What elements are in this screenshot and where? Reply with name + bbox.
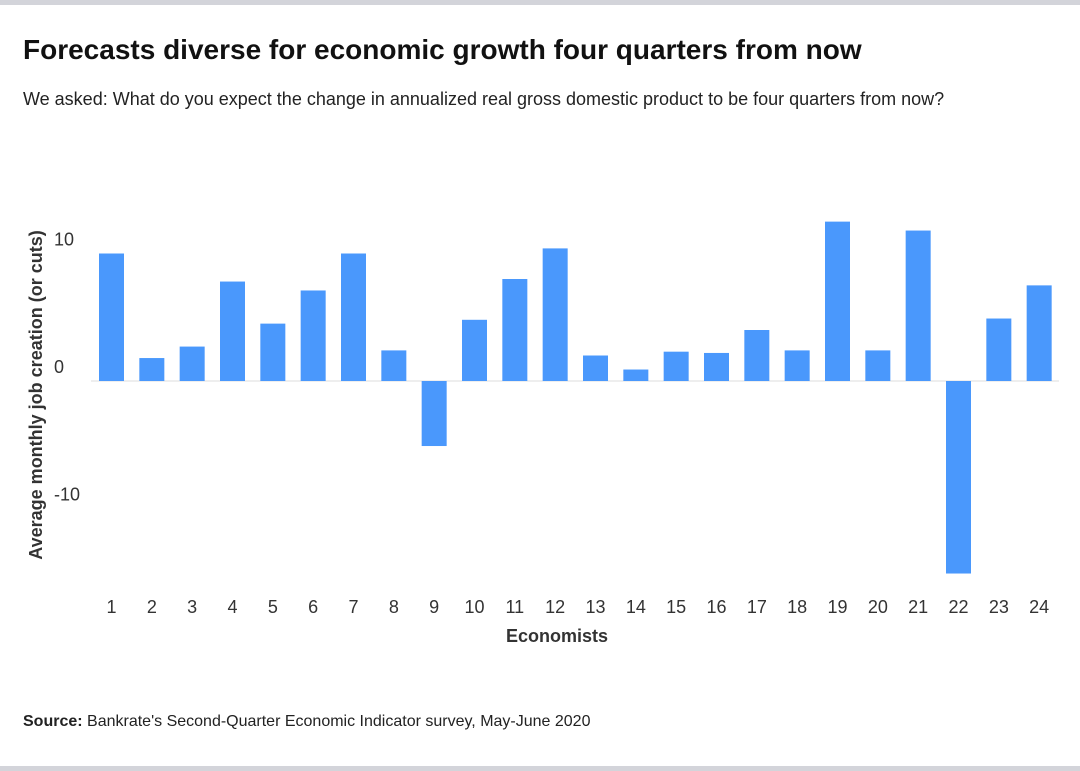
- bar: [179, 346, 205, 381]
- x-tick-label: 7: [348, 597, 358, 617]
- top-border: [0, 0, 1080, 5]
- x-tick-label: 11: [505, 597, 524, 617]
- x-tick-label: 16: [706, 597, 726, 617]
- bar: [502, 279, 528, 381]
- y-tick-label: 10: [54, 229, 74, 249]
- x-tick-label: 19: [827, 597, 847, 617]
- y-tick-label: -10: [54, 484, 80, 504]
- x-tick-label: 2: [147, 597, 157, 617]
- bar: [986, 318, 1012, 381]
- x-tick-label: 4: [227, 597, 237, 617]
- x-tick-label: 24: [1029, 597, 1049, 617]
- source: Source: Bankrate's Second-Quarter Econom…: [23, 713, 590, 731]
- x-tick-label: 15: [666, 597, 686, 617]
- bar: [1026, 285, 1052, 381]
- x-tick-label: 6: [308, 597, 318, 617]
- x-tick-label: 8: [389, 597, 399, 617]
- bar: [421, 381, 447, 447]
- chart-title: Forecasts diverse for economic growth fo…: [23, 34, 862, 65]
- bottom-border: [0, 766, 1080, 771]
- bar: [946, 381, 971, 574]
- bar: [663, 351, 689, 381]
- x-tick-label: 22: [948, 597, 968, 617]
- bar: [381, 350, 407, 381]
- bar: [300, 290, 326, 381]
- bar: [99, 253, 124, 381]
- bar: [623, 369, 649, 381]
- bar: [865, 350, 891, 381]
- y-axis-label: Average monthly job creation (or cuts): [26, 230, 46, 559]
- x-tick-label: 14: [626, 597, 646, 617]
- bar: [542, 248, 568, 381]
- x-tick-label: 3: [187, 597, 197, 617]
- x-tick-label: 1: [106, 597, 116, 617]
- x-axis-label: Economists: [506, 626, 608, 646]
- x-tick-label: 5: [268, 597, 278, 617]
- bar: [704, 352, 729, 381]
- x-tick-label: 17: [747, 597, 767, 617]
- x-tick-label: 23: [989, 597, 1009, 617]
- bar: [825, 221, 850, 381]
- bar: [583, 355, 608, 381]
- bar: [744, 330, 770, 381]
- bar: [462, 319, 487, 381]
- x-tick-label: 21: [908, 597, 928, 617]
- bar: [260, 323, 286, 381]
- bar: [341, 253, 366, 381]
- bar: [220, 281, 245, 381]
- x-tick-label: 13: [585, 597, 605, 617]
- chart-subtitle: We asked: What do you expect the change …: [23, 89, 945, 109]
- source-label: Source:: [23, 713, 83, 730]
- x-tick-label: 10: [464, 597, 484, 617]
- x-tick-label: 18: [787, 597, 807, 617]
- bar: [784, 350, 810, 381]
- x-tick-label: 20: [868, 597, 888, 617]
- bar: [905, 230, 931, 381]
- x-tick-label: 12: [545, 597, 565, 617]
- y-tick-label: 0: [54, 357, 64, 377]
- source-text: Bankrate's Second-Quarter Economic Indic…: [87, 713, 591, 730]
- bar: [139, 358, 165, 381]
- x-tick-label: 9: [429, 597, 439, 617]
